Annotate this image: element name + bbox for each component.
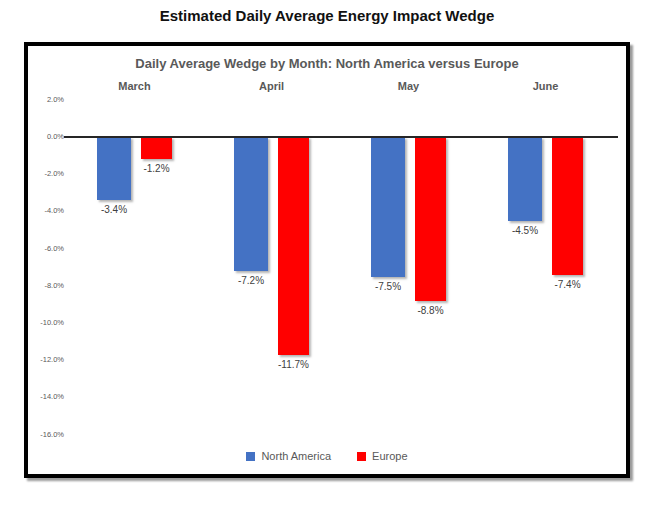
legend: North America Europe — [28, 450, 626, 462]
month-label: March — [66, 80, 203, 92]
bar-value-label: -11.7% — [278, 359, 309, 370]
bar-value-label: -7.2% — [238, 275, 264, 286]
month-label: April — [203, 80, 340, 92]
bar-europe — [278, 137, 309, 355]
bar-north-america — [97, 137, 131, 200]
bar-wrapper: -11.7% — [278, 137, 309, 355]
bar-wrapper: -7.5% — [371, 137, 405, 277]
chart-frame: Daily Average Wedge by Month: North Amer… — [24, 42, 630, 478]
legend-swatch — [357, 452, 366, 461]
bar-europe — [552, 137, 583, 275]
bar-value-label: -3.4% — [101, 204, 127, 215]
zero-axis-line — [64, 136, 618, 138]
bar-europe — [415, 137, 446, 301]
plot-area: March-3.4%-1.2%April-7.2%-11.7%May-7.5%-… — [28, 46, 626, 474]
bar-pair: -7.2% -11.7% — [203, 137, 340, 355]
bar-value-label: -1.2% — [143, 163, 169, 174]
bar-value-label: -7.4% — [554, 279, 580, 290]
bar-pair: -3.4% -1.2% — [66, 137, 203, 200]
bar-value-label: -4.5% — [512, 225, 538, 236]
bar-pair: -7.5% -8.8% — [340, 137, 477, 301]
bar-wrapper: -8.8% — [415, 137, 446, 301]
bar-europe — [141, 137, 172, 159]
bar-wrapper: -4.5% — [508, 137, 542, 221]
bar-value-label: -8.8% — [417, 305, 443, 316]
bar-wrapper: -7.2% — [234, 137, 268, 271]
legend-label: Europe — [372, 450, 407, 462]
page-title: Estimated Daily Average Energy Impact We… — [0, 7, 654, 24]
legend-item: Europe — [357, 450, 407, 462]
legend-swatch — [246, 452, 255, 461]
legend-label: North America — [261, 450, 331, 462]
bar-wrapper: -3.4% — [97, 137, 131, 200]
bar-wrapper: -1.2% — [141, 137, 172, 159]
legend-item: North America — [246, 450, 331, 462]
bar-pair: -4.5% -7.4% — [477, 137, 614, 275]
bar-north-america — [234, 137, 268, 271]
month-label: May — [340, 80, 477, 92]
bar-value-label: -7.5% — [375, 281, 401, 292]
bar-north-america — [508, 137, 542, 221]
month-label: June — [477, 80, 614, 92]
bar-wrapper: -7.4% — [552, 137, 583, 275]
page: Estimated Daily Average Energy Impact We… — [0, 0, 654, 505]
bar-north-america — [371, 137, 405, 277]
